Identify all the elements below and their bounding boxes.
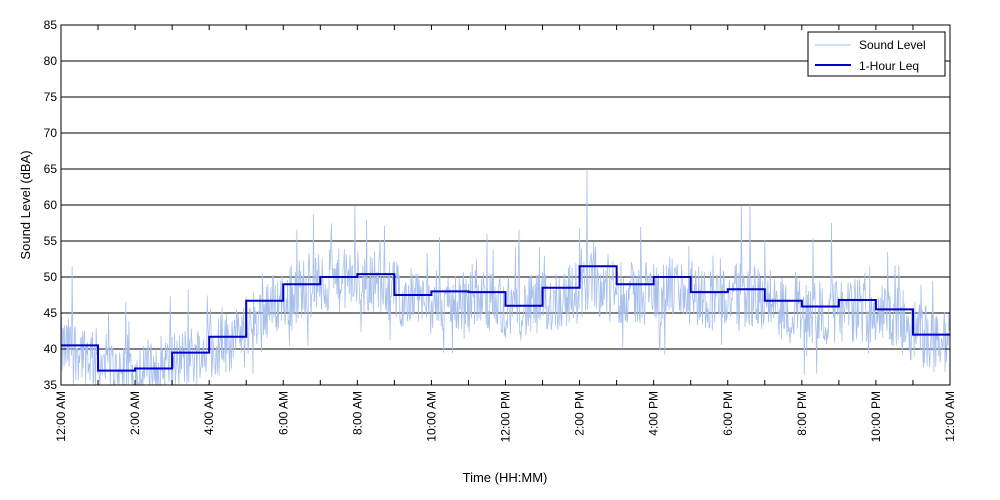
legend-label-sound-level: Sound Level	[859, 38, 926, 52]
x-tick-label: 10:00 AM	[424, 391, 438, 442]
x-tick-label: 10:00 PM	[869, 391, 883, 442]
x-tick-label: 12:00 AM	[54, 391, 68, 442]
x-tick-label: 4:00 PM	[647, 391, 661, 436]
y-tick-label: 35	[44, 378, 58, 392]
y-tick-label: 60	[44, 198, 58, 212]
sound-level-line	[60, 168, 951, 386]
leq-line	[61, 265, 950, 372]
y-axis-label: Sound Level (dBA)	[18, 150, 33, 259]
x-tick-label: 2:00 PM	[573, 391, 587, 436]
x-tick-label: 4:00 AM	[202, 391, 216, 435]
legend: Sound Level 1-Hour Leq	[807, 31, 946, 77]
y-tick-label: 45	[44, 306, 58, 320]
y-tick-label: 40	[44, 342, 58, 356]
leq-step-line	[61, 265, 950, 372]
legend-label-leq: 1-Hour Leq	[859, 59, 919, 73]
x-tick-label: 2:00 AM	[128, 391, 142, 435]
y-tick-label: 70	[44, 126, 58, 140]
y-tick-label: 80	[44, 54, 58, 68]
legend-box	[807, 31, 946, 77]
x-tick-label: 12:00 AM	[943, 391, 957, 442]
x-tick-label: 8:00 PM	[795, 391, 809, 436]
x-tick-label: 8:00 AM	[350, 391, 364, 435]
x-tick-label: 6:00 AM	[276, 391, 290, 435]
sound-level-trace	[60, 168, 951, 386]
y-tick-label: 65	[44, 162, 58, 176]
x-axis-ticks: 12:00 AM 2:00 AM 4:00 AM 6:00 AM 8:00 AM 10:0…	[54, 25, 957, 442]
y-tick-label: 55	[44, 234, 58, 248]
y-tick-label: 85	[44, 18, 58, 32]
y-tick-label: 50	[44, 270, 58, 284]
y-tick-label: 75	[44, 90, 58, 104]
x-axis-label: Time (HH:MM)	[463, 470, 548, 485]
y-axis-ticks: 35 40 45 50 55 60 65 70 75 80 85	[44, 18, 950, 392]
x-tick-label: 6:00 PM	[721, 391, 735, 436]
x-tick-label: 12:00 PM	[499, 391, 513, 442]
